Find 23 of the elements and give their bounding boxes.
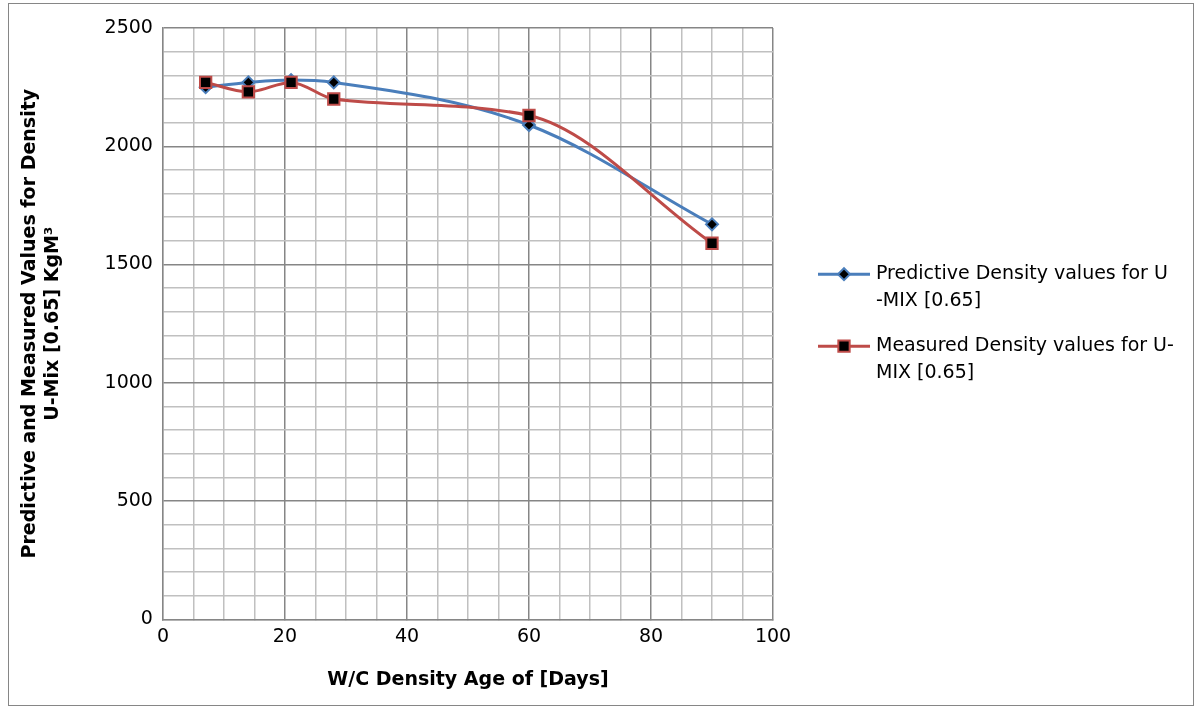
point — [326, 75, 341, 90]
point — [327, 92, 341, 106]
point — [241, 85, 256, 99]
x-tick-label: 60 — [516, 623, 542, 646]
y-tick-label: 2000 — [104, 133, 153, 156]
x-tick-label: 100 — [754, 623, 792, 646]
point — [705, 217, 719, 232]
x-axis-title: W/C Density Age of [Days] — [327, 666, 609, 689]
legend-label: Measured Density values for U- MIX [0.65] — [876, 333, 1174, 383]
point — [199, 75, 213, 90]
y-tick-label: 0 — [140, 606, 153, 629]
x-tick-label: 40 — [394, 623, 420, 646]
point — [705, 236, 719, 250]
y-axis-title: Predictive and Measured Values for Density U-Mix [0.65] KgM³ — [17, 88, 63, 559]
legend-label: Predictive Density values for U -MIX [0.65] — [876, 261, 1168, 311]
y-tick-label: 1000 — [104, 369, 153, 392]
y-tick-label: 500 — [116, 488, 153, 511]
x-tick-label: 20 — [272, 623, 298, 646]
y-tick-label: 1500 — [104, 251, 153, 274]
point — [522, 108, 536, 123]
y-tick-label: 2500 — [104, 14, 153, 37]
x-tick-label: 80 — [638, 623, 664, 646]
x-tick-label: 0 — [156, 623, 169, 646]
